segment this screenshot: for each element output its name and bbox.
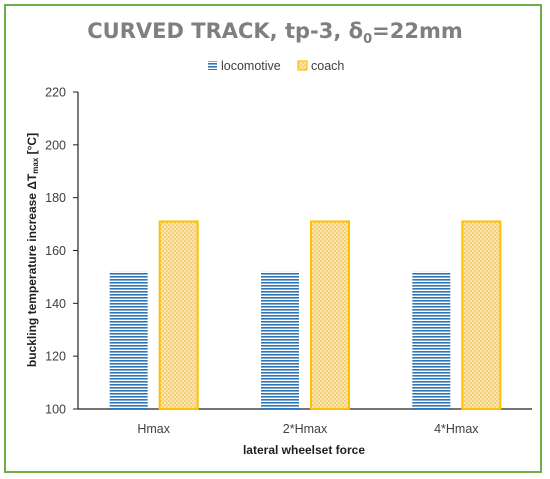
x-tick-label: Hmax [137, 422, 170, 436]
y-tick-label: 100 [45, 403, 66, 417]
x-axis-title: lateral wheelset force [243, 443, 365, 457]
bars [109, 220, 502, 410]
legend: locomotive coach [208, 59, 344, 73]
y-tick-label: 200 [45, 138, 66, 152]
legend-swatch-locomotive [208, 61, 217, 70]
y-tick-label: 140 [45, 297, 66, 311]
y-tick-label: 220 [45, 86, 66, 100]
x-tick-label: 2*Hmax [283, 422, 328, 436]
bar-coach-0 [158, 220, 199, 410]
bar-coach-1 [310, 220, 350, 410]
legend-label-coach: coach [311, 59, 344, 73]
y-tick-label: 120 [45, 350, 66, 364]
y-tick-label: 180 [45, 191, 66, 205]
bar-locomotive-2 [412, 271, 451, 409]
x-axis: Hmax 2*Hmax 4*Hmax [78, 408, 532, 436]
bar-locomotive-0 [109, 271, 148, 409]
legend-swatch-coach [297, 60, 308, 71]
legend-label-locomotive: locomotive [221, 59, 281, 73]
y-tick-label: 160 [45, 244, 66, 258]
chart-title: CURVED TRACK, tp-3, δ0=22mm [87, 19, 462, 47]
x-tick-label: 4*Hmax [434, 422, 479, 436]
y-axis: 100 120 140 160 180 200 220 [45, 86, 79, 417]
y-axis-title: buckling temperature increase ΔTmax [°C] [25, 133, 40, 367]
bar-locomotive-1 [261, 271, 299, 409]
bar-coach-2 [461, 220, 502, 410]
